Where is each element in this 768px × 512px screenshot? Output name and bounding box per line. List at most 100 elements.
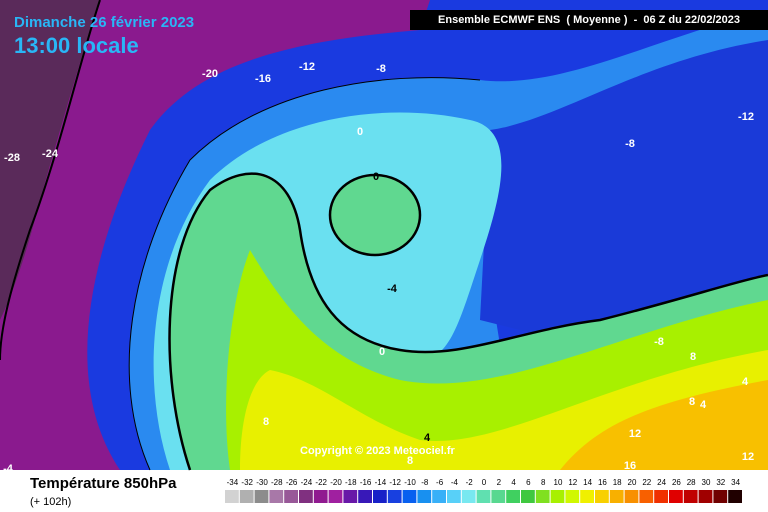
legend-swatch: [580, 490, 594, 503]
legend-swatch: [609, 490, 624, 503]
contour-label: -24: [42, 148, 59, 160]
legend-swatch: [506, 490, 520, 503]
legend-swatch: [669, 490, 683, 503]
legend-swatch: [624, 490, 639, 503]
legend-label: 0: [482, 478, 487, 487]
legend-swatch: [461, 490, 476, 503]
legend-swatch: [387, 490, 402, 503]
legend-label: 18: [613, 478, 622, 487]
legend-swatch: [654, 490, 668, 503]
contour-label: -12: [738, 111, 754, 123]
legend-label: -4: [451, 478, 459, 487]
legend-label: 28: [687, 478, 696, 487]
legend-swatch: [328, 490, 343, 503]
legend-swatch: [284, 490, 298, 503]
legend-swatch: [550, 490, 565, 503]
legend-label: -16: [360, 478, 372, 487]
copyright: Copyright © 2023 Meteociel.fr: [300, 445, 456, 457]
contour-label: 12: [629, 428, 641, 440]
contour-label: -12: [299, 61, 315, 73]
contour-label: -4: [3, 463, 14, 475]
contour-label: -4: [387, 283, 398, 295]
legend-label: -20: [330, 478, 342, 487]
legend-label: -32: [241, 478, 253, 487]
footer-title: Température 850hPa: [30, 475, 177, 492]
legend-label: 14: [583, 478, 592, 487]
legend-swatch: [299, 490, 313, 503]
legend-label: -10: [404, 478, 416, 487]
legend-label: -26: [286, 478, 298, 487]
legend-swatch: [358, 490, 372, 503]
legend-label: 6: [526, 478, 531, 487]
legend-label: 24: [657, 478, 666, 487]
legend-swatch: [565, 490, 580, 503]
legend-swatch: [432, 490, 446, 503]
contour-label: 8: [263, 416, 269, 428]
legend-swatch: [417, 490, 432, 503]
field: [330, 175, 420, 255]
legend-label: 32: [716, 478, 725, 487]
legend-label: 12: [568, 478, 577, 487]
field: [560, 380, 768, 470]
legend-label: -6: [436, 478, 444, 487]
legend-swatch: [447, 490, 461, 503]
contour-label: -28: [4, 152, 20, 164]
field: [0, 0, 100, 320]
legend-swatch: [728, 490, 742, 503]
isotherm: [168, 172, 768, 471]
legend-swatch: [698, 490, 713, 503]
contour-label: 0: [379, 346, 385, 358]
time: 13:00 locale: [14, 33, 139, 58]
contour-label: 4: [424, 432, 431, 444]
legend-swatch: [595, 490, 609, 503]
legend-label: -22: [315, 478, 327, 487]
isotherm: [328, 173, 422, 257]
legend-label: 10: [554, 478, 563, 487]
legend-swatch: [239, 490, 254, 503]
legend-label: -8: [421, 478, 429, 487]
contour-label: 8: [689, 396, 695, 408]
contour-label: 16: [624, 460, 636, 472]
lead-time: (+ 102h): [30, 496, 71, 508]
legend-swatch: [313, 490, 328, 503]
legend-swatch: [639, 490, 654, 503]
legend-label: -2: [466, 478, 474, 487]
contour-label: 8: [690, 351, 696, 363]
legend-swatch: [476, 490, 491, 503]
contour-label: 8: [407, 455, 413, 467]
legend-swatch: [402, 490, 417, 503]
legend-label: 20: [628, 478, 637, 487]
legend-label: -30: [256, 478, 268, 487]
isotherm: [0, 0, 101, 361]
legend-label: -28: [271, 478, 283, 487]
contour-label: -8: [625, 138, 635, 150]
contour-label: 0: [357, 126, 363, 138]
legend-label: 22: [642, 478, 651, 487]
legend-label: -18: [345, 478, 357, 487]
legend-swatch: [535, 490, 550, 503]
date: Dimanche 26 février 2023: [14, 14, 194, 31]
legend-swatch: [521, 490, 535, 503]
legend-label: 2: [497, 478, 502, 487]
isotherm: [128, 77, 481, 471]
legend-label: 34: [731, 478, 740, 487]
contour-label: 12: [742, 451, 754, 463]
legend-label: 4: [511, 478, 516, 487]
legend-swatch: [491, 490, 506, 503]
legend-label: -14: [375, 478, 387, 487]
legend-swatch: [225, 490, 239, 503]
legend-swatch: [269, 490, 284, 503]
contour-label: 4: [700, 399, 707, 411]
legend-label: 8: [541, 478, 546, 487]
legend-swatch: [373, 490, 387, 503]
contour-label: -20: [202, 68, 218, 80]
legend-label: -34: [227, 478, 239, 487]
field: [480, 40, 768, 340]
legend-label: 16: [598, 478, 607, 487]
contour-label: 0: [373, 171, 379, 183]
legend-label: 30: [702, 478, 711, 487]
contour-label: -8: [376, 63, 386, 75]
legend-label: 26: [672, 478, 681, 487]
